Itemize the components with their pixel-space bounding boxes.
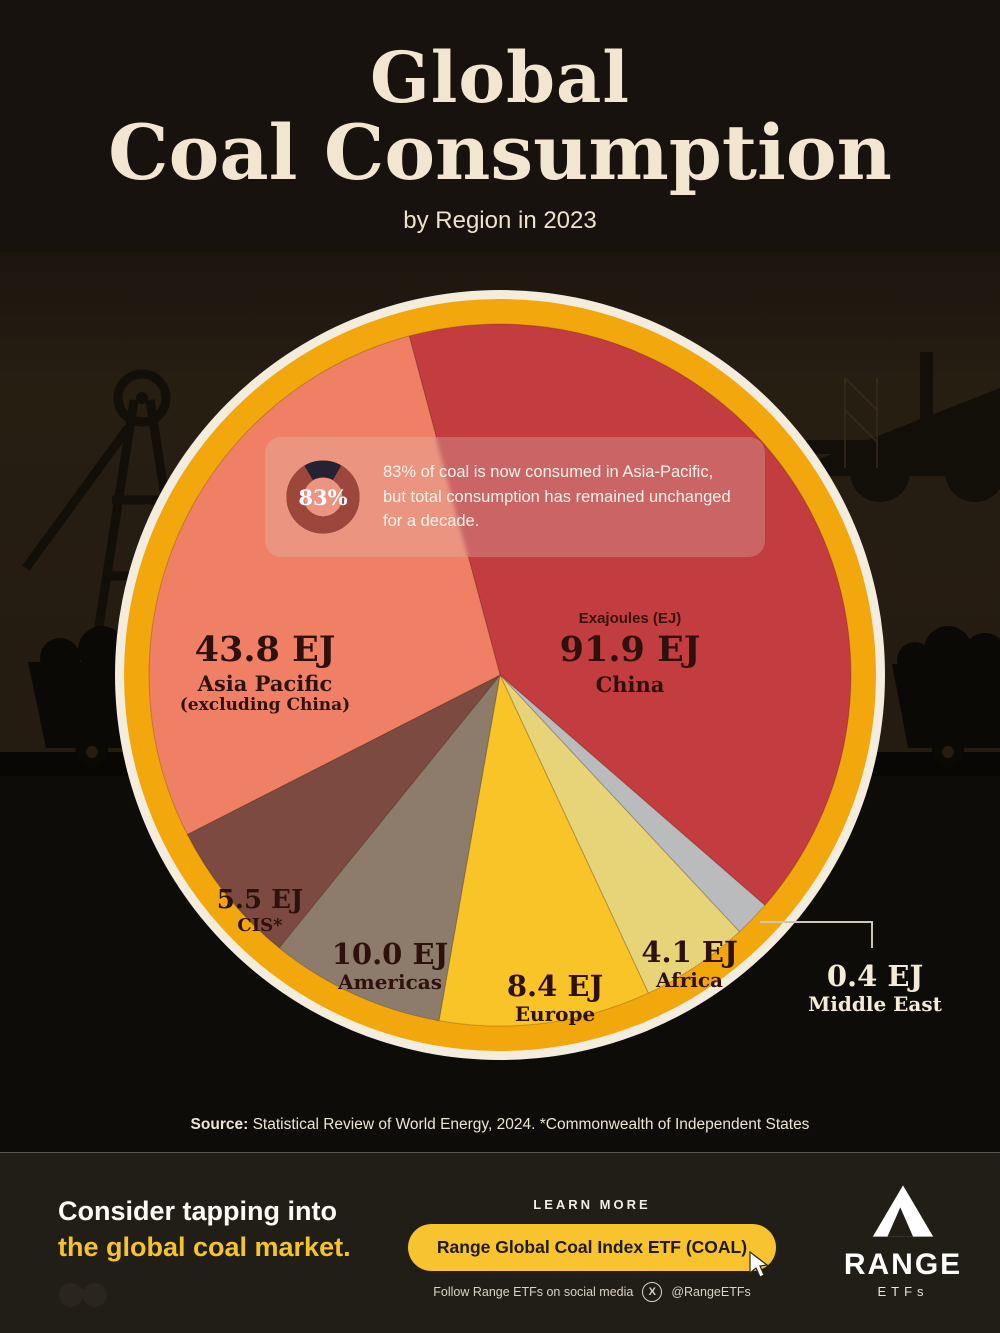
asia-pacific-subnote: (excluding China): [179, 695, 351, 716]
callout-donut-chart: 83%: [281, 455, 365, 539]
coal-cart-right-icon: [892, 626, 1000, 768]
social-text: Follow Range ETFs on social media: [433, 1285, 634, 1299]
cta-line2: the global coal market.: [58, 1232, 351, 1263]
source-label: Source:: [190, 1116, 249, 1133]
europe-name: Europe: [514, 1002, 596, 1027]
learn-more-label: LEARN MORE: [533, 1197, 651, 1212]
brand-subname: ETFs: [877, 1284, 929, 1299]
pie-slice-americas: [278, 673, 501, 1022]
headframe-wheel-icon: [136, 392, 148, 404]
pie-slice-africa: [499, 674, 741, 994]
label-africa: 4.1 EJ Africa: [612, 935, 767, 993]
range-triangle-icon: [872, 1185, 934, 1237]
pie-slice-middle-east: [499, 674, 766, 933]
asia-pacific-value: 43.8 EJ: [194, 629, 336, 670]
pie-slice-cis: [186, 674, 501, 949]
coal-etf-button[interactable]: Range Global Coal Index ETF (COAL): [408, 1224, 776, 1271]
donut-percent-label: 83%: [298, 484, 348, 510]
cta-text: Consider tapping into the global coal ma…: [58, 1193, 351, 1266]
cursor-pointer-icon: [749, 1251, 769, 1278]
cis-name: CIS*: [237, 914, 283, 936]
page-title-line2: Coal Consumption: [108, 108, 892, 198]
americas-name: Americas: [338, 970, 442, 995]
asia-pacific-name: Asia Pacific: [197, 671, 333, 697]
middle-east-name: Middle East: [808, 992, 942, 1017]
x-social-icon[interactable]: X: [642, 1282, 663, 1302]
donut-svg: [286, 460, 360, 534]
pie-slice-europe: [438, 673, 649, 1027]
header: Global Coal Consumption by Region in 202…: [0, 42, 1000, 235]
china-name: China: [595, 671, 665, 697]
page-subtitle: by Region in 2023: [403, 207, 597, 235]
asia-pacific-callout: 83% 83% of coal is now consumed in Asia-…: [265, 437, 765, 557]
social-handle[interactable]: @RangeETFs: [671, 1285, 751, 1299]
china-value: 91.9 EJ: [559, 629, 701, 671]
label-china: Exajoules (EJ) 91.9 EJ China: [510, 610, 750, 697]
label-cis: 5.5 EJ CIS*: [190, 885, 330, 937]
middle-east-value: 0.4 EJ: [826, 959, 924, 993]
cart-wheel-hub: [86, 746, 98, 758]
scaffold-lines: [844, 377, 878, 468]
callout-text: 83% of coal is now consumed in Asia-Paci…: [383, 462, 731, 531]
middle-east-connector-line: [760, 921, 873, 948]
label-middle-east: 0.4 EJ Middle East: [790, 959, 960, 1017]
footer: Consider tapping into the global coal ma…: [0, 1152, 1000, 1333]
label-americas: 10.0 EJ Americas: [305, 937, 475, 995]
page-title-line1: Global: [370, 36, 630, 119]
africa-value: 4.1 EJ: [641, 935, 738, 969]
africa-name: Africa: [655, 968, 724, 993]
range-etfs-logo: RANGE ETFs: [838, 1183, 968, 1299]
cart-wheel-hub: [942, 746, 954, 758]
source-line: Source: Statistical Review of World Ener…: [0, 1116, 1000, 1134]
label-europe: 8.4 EJ Europe: [470, 969, 640, 1027]
label-asia-pacific: 43.8 EJ Asia Pacific (excluding China): [140, 629, 390, 716]
social-row: Follow Range ETFs on social media X @Ran…: [408, 1282, 776, 1302]
americas-value: 10.0 EJ: [331, 937, 449, 971]
europe-value: 8.4 EJ: [506, 969, 604, 1003]
brand-name: RANGE: [843, 1248, 963, 1281]
partner-logo-mark: [59, 1283, 107, 1307]
conveyor-silhouette-icon: [776, 352, 1000, 502]
cis-value: 5.5 EJ: [216, 885, 304, 915]
source-text: Statistical Review of World Energy, 2024…: [248, 1116, 810, 1133]
unit-label: Exajoules (EJ): [578, 610, 682, 627]
cta-line1: Consider tapping into: [58, 1196, 337, 1226]
